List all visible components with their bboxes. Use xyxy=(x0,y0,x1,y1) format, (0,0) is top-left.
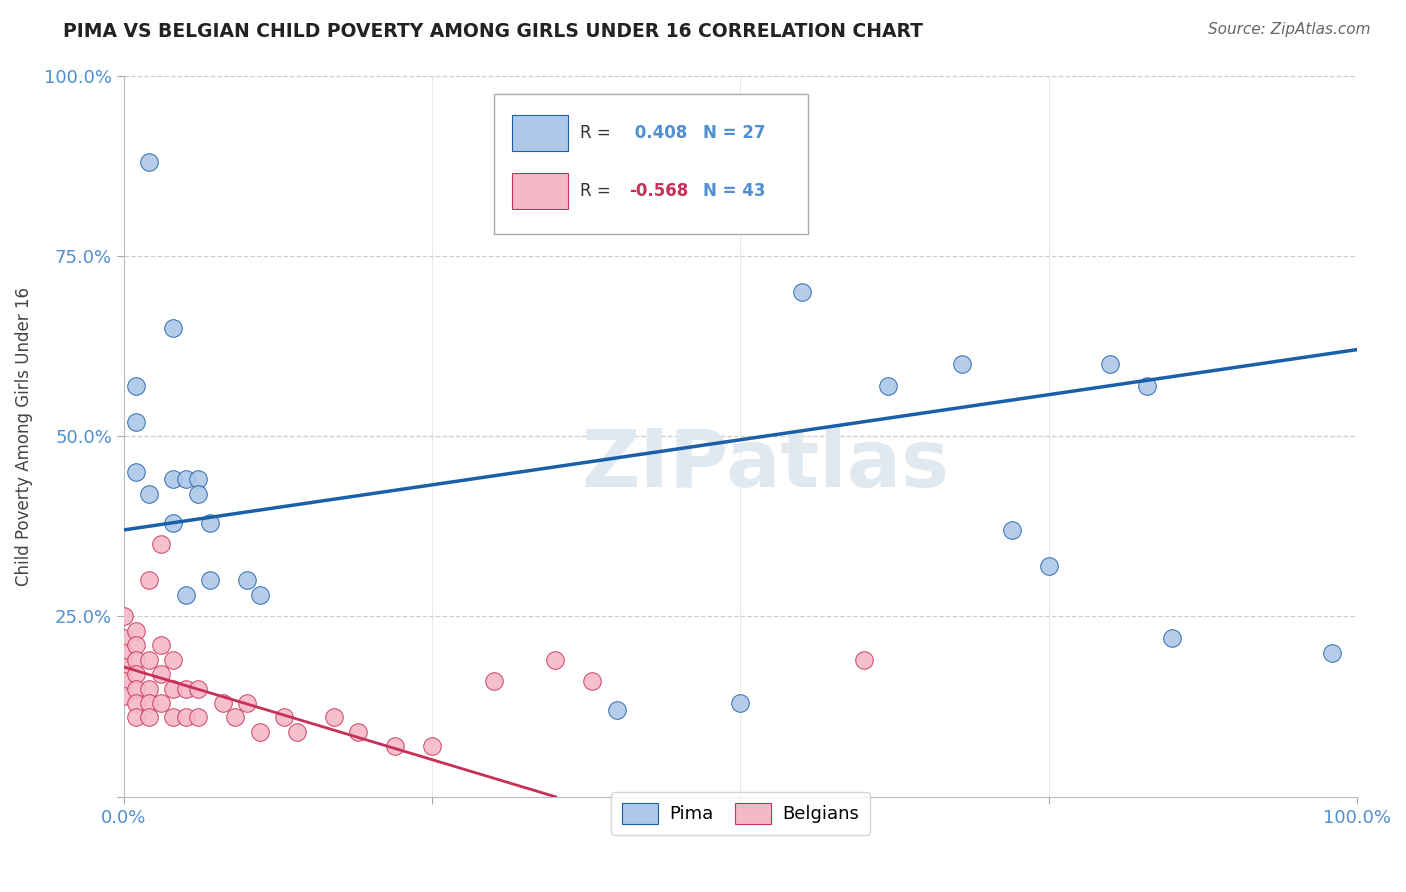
Point xyxy=(236,696,259,710)
Point xyxy=(125,696,148,710)
Bar xyxy=(512,173,568,209)
Point xyxy=(322,710,344,724)
Point xyxy=(790,285,813,299)
Point xyxy=(852,653,875,667)
Point xyxy=(273,710,295,724)
Point xyxy=(138,487,160,501)
Point xyxy=(174,472,197,486)
Point xyxy=(174,588,197,602)
Point xyxy=(162,516,184,530)
Point xyxy=(138,574,160,588)
Point xyxy=(384,739,406,754)
Text: 0.408: 0.408 xyxy=(630,124,688,142)
Point xyxy=(877,378,900,392)
Point xyxy=(138,681,160,696)
Point xyxy=(149,667,172,681)
Point xyxy=(187,710,209,724)
Point xyxy=(125,465,148,479)
Y-axis label: Child Poverty Among Girls Under 16: Child Poverty Among Girls Under 16 xyxy=(15,286,32,586)
Point xyxy=(149,638,172,652)
Legend: Pima, Belgians: Pima, Belgians xyxy=(612,792,870,835)
Point xyxy=(174,710,197,724)
Point xyxy=(125,378,148,392)
Point xyxy=(125,624,148,638)
Point xyxy=(125,638,148,652)
Point xyxy=(420,739,443,754)
Text: PIMA VS BELGIAN CHILD POVERTY AMONG GIRLS UNDER 16 CORRELATION CHART: PIMA VS BELGIAN CHILD POVERTY AMONG GIRL… xyxy=(63,22,924,41)
Point xyxy=(1099,357,1122,371)
FancyBboxPatch shape xyxy=(494,94,808,235)
Point xyxy=(162,681,184,696)
Point xyxy=(1001,523,1024,537)
Point xyxy=(112,674,135,689)
Point xyxy=(200,516,222,530)
Point xyxy=(581,674,603,689)
Point xyxy=(952,357,974,371)
Point xyxy=(138,710,160,724)
Point xyxy=(149,696,172,710)
Point xyxy=(730,696,752,710)
Point xyxy=(162,321,184,335)
Point xyxy=(138,696,160,710)
Point xyxy=(544,653,567,667)
Point xyxy=(1038,559,1060,574)
Point xyxy=(138,653,160,667)
Point xyxy=(211,696,233,710)
Text: Source: ZipAtlas.com: Source: ZipAtlas.com xyxy=(1208,22,1371,37)
Point xyxy=(1136,378,1159,392)
Text: R =: R = xyxy=(581,182,612,200)
Point xyxy=(200,574,222,588)
Point xyxy=(249,588,271,602)
Point xyxy=(112,646,135,660)
Point xyxy=(112,689,135,703)
Point xyxy=(224,710,246,724)
Point xyxy=(162,710,184,724)
Text: -0.568: -0.568 xyxy=(630,182,689,200)
Text: R =: R = xyxy=(581,124,612,142)
Point xyxy=(162,653,184,667)
Point xyxy=(1322,646,1344,660)
Point xyxy=(125,681,148,696)
Point xyxy=(1161,631,1184,645)
Point xyxy=(187,472,209,486)
Point xyxy=(187,487,209,501)
Point xyxy=(125,667,148,681)
Text: N = 43: N = 43 xyxy=(703,182,766,200)
Point xyxy=(187,681,209,696)
Point xyxy=(112,631,135,645)
Point xyxy=(112,609,135,624)
Bar xyxy=(512,115,568,152)
Point xyxy=(249,724,271,739)
Point xyxy=(236,574,259,588)
Point xyxy=(482,674,505,689)
Point xyxy=(162,472,184,486)
Point xyxy=(138,155,160,169)
Point xyxy=(606,703,628,717)
Point xyxy=(174,681,197,696)
Text: ZIPatlas: ZIPatlas xyxy=(581,426,949,504)
Point xyxy=(125,415,148,429)
Point xyxy=(285,724,308,739)
Point xyxy=(125,653,148,667)
Point xyxy=(112,660,135,674)
Point xyxy=(125,710,148,724)
Text: N = 27: N = 27 xyxy=(703,124,766,142)
Point xyxy=(347,724,370,739)
Point xyxy=(149,537,172,551)
